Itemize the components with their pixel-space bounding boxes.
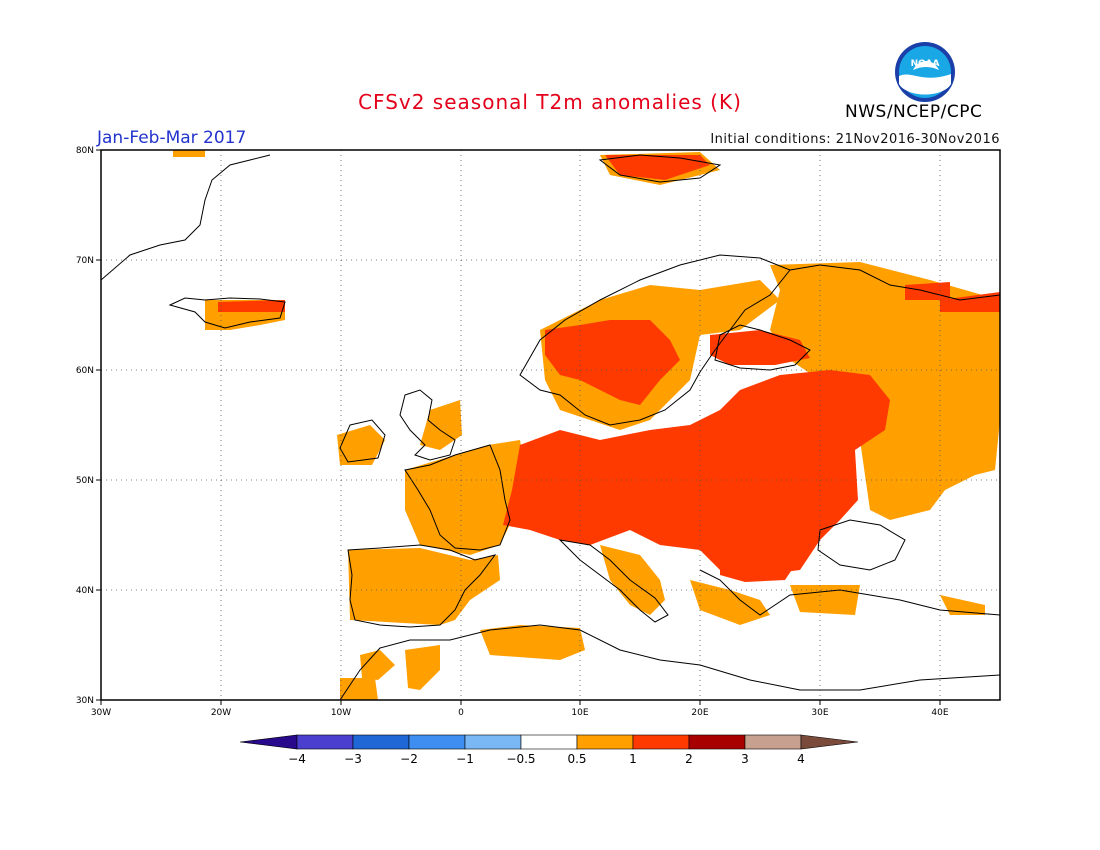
initial-conditions: Initial conditions: 21Nov2016-30Nov2016: [710, 132, 1000, 147]
colorbar-swatch: [352, 734, 410, 750]
lon-tick-10e: 10E: [571, 708, 588, 718]
lon-tick-20e: 20E: [691, 708, 708, 718]
lat-tick-70n: 70N: [76, 256, 94, 266]
colorbar-label: 0.5: [567, 752, 586, 766]
plot-frame: [100, 149, 1001, 701]
lon-tick-10w: 10W: [331, 708, 351, 718]
colorbar-label: −1: [456, 752, 474, 766]
lon-tick-20w: 20W: [211, 708, 231, 718]
colorbar-label: 4: [797, 752, 805, 766]
lat-tick-80n: 80N: [76, 146, 94, 156]
colorbar-label: 2: [685, 752, 693, 766]
lon-tick-30e: 30E: [811, 708, 828, 718]
colorbar-swatch: [296, 734, 354, 750]
colorbar-label: −4: [288, 752, 306, 766]
colorbar-right-arrow: [800, 734, 859, 750]
lon-tick-30w: 30W: [91, 708, 111, 718]
colorbar-label: −3: [344, 752, 362, 766]
lon-tick-40e: 40E: [931, 708, 948, 718]
forecast-period: Jan-Feb-Mar 2017: [97, 128, 247, 148]
anomaly-shading: [173, 150, 1000, 700]
colorbar-swatch: [408, 734, 466, 750]
colorbar-label: 1: [629, 752, 637, 766]
lat-tick-60n: 60N: [76, 366, 94, 376]
colorbar: −4 −3 −2 −1 −0.5 0.5 1 2 3 4: [239, 734, 859, 766]
colorbar-swatch: [688, 734, 746, 750]
colorbar-label: 3: [741, 752, 749, 766]
colorbar-swatch: [744, 734, 802, 750]
colorbar-left-arrow: [239, 734, 298, 750]
gridlines: [101, 150, 1000, 700]
colorbar-label: −2: [400, 752, 418, 766]
lon-tick-0: 0: [458, 708, 464, 718]
lat-tick-30n: 30N: [76, 696, 94, 706]
colorbar-label: −0.5: [506, 752, 535, 766]
chart-title: CFSv2 seasonal T2m anomalies (K): [358, 90, 742, 114]
coastlines: [101, 154, 1000, 700]
noaa-logo-text: NOAA: [911, 59, 940, 69]
lat-tick-50n: 50N: [76, 476, 94, 486]
colorbar-swatch: [464, 734, 522, 750]
colorbar-swatch: [520, 734, 578, 750]
noaa-logo-icon: NOAA: [895, 42, 955, 102]
lat-tick-40n: 40N: [76, 586, 94, 596]
agency-label: NWS/NCEP/CPC: [845, 102, 983, 122]
colorbar-swatch: [576, 734, 634, 750]
colorbar-swatch: [632, 734, 690, 750]
